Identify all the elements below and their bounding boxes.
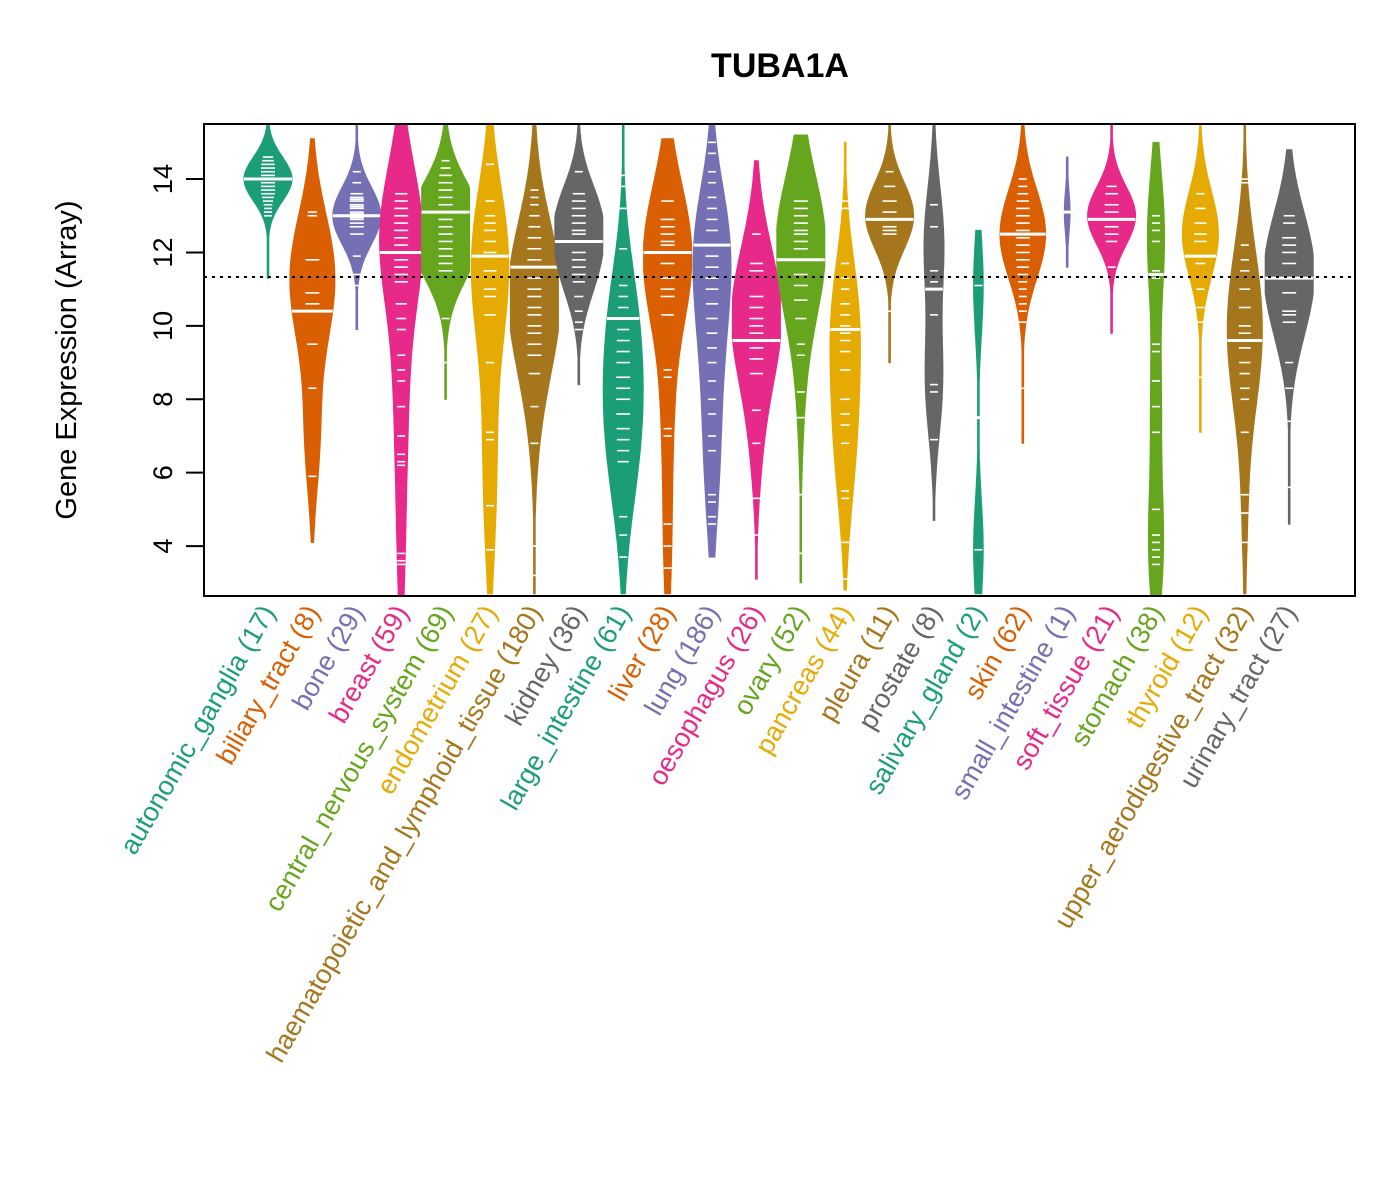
violin-body	[1087, 123, 1137, 334]
chart-title: TUBA1A	[711, 47, 849, 85]
y-axis-label: Gene Expression (Array)	[51, 200, 83, 519]
y-tick-label: 8	[148, 392, 178, 407]
violin-body	[1146, 141, 1166, 597]
violin-oesophagus	[731, 160, 781, 580]
y-tick-label: 14	[148, 164, 178, 194]
violin-stomach	[1146, 141, 1166, 597]
violin-body	[999, 123, 1047, 444]
violin-ovary	[776, 134, 826, 584]
y-tick-label: 6	[148, 465, 178, 480]
violin-body	[865, 123, 915, 364]
violins-layer	[243, 123, 1314, 597]
violin-body	[692, 123, 732, 558]
violin-urinary-tract	[1264, 149, 1314, 525]
violin-endometrium	[470, 123, 510, 595]
violin-prostate	[923, 123, 945, 521]
violin-skin	[999, 123, 1047, 444]
violin-breast	[379, 123, 424, 597]
violin-lung	[692, 123, 732, 558]
violin-body	[470, 123, 510, 595]
violin-upper-aerodigestive-tract	[1226, 123, 1263, 595]
violin-small-intestine	[1062, 156, 1073, 268]
violin-body	[731, 160, 781, 580]
violin-body	[776, 134, 826, 584]
plot-frame	[203, 123, 1356, 597]
violin-biliary-tract	[289, 138, 336, 543]
violin-body	[289, 138, 336, 543]
violin-pancreas	[829, 141, 861, 591]
violin-body	[829, 141, 861, 591]
violin-pleura	[865, 123, 915, 364]
violin-liver	[643, 138, 693, 595]
violin-haematopoietic-and-lymphoid-tissue	[509, 123, 559, 595]
y-tick-label: 10	[148, 311, 178, 341]
violin-body	[421, 123, 471, 400]
violin-body	[554, 123, 604, 386]
violin-bone	[332, 123, 382, 330]
violin-body	[602, 123, 644, 595]
violin-body	[923, 123, 945, 521]
y-tick-label: 4	[148, 539, 178, 554]
violin-body	[643, 138, 693, 595]
violin-central-nervous-system	[421, 123, 471, 400]
violin-large-intestine	[602, 123, 644, 595]
violin-body	[1226, 123, 1263, 595]
violin-body	[973, 229, 984, 595]
violin-soft-tissue	[1087, 123, 1137, 334]
violin-autonomic-ganglia	[243, 123, 293, 279]
violin-body	[379, 123, 424, 597]
violin-salivary-gland	[973, 229, 984, 595]
violin-body	[1181, 123, 1219, 433]
y-axis: 4 6 8 10 12 14	[148, 164, 204, 554]
violin-body	[1264, 149, 1314, 525]
x-axis-labels: autonomic_ganglia (17)biliary_tract (8)b…	[114, 600, 1302, 1067]
violin-body	[509, 123, 559, 595]
violin-thyroid	[1181, 123, 1219, 433]
y-tick-label: 12	[148, 237, 178, 267]
violin-kidney	[554, 123, 604, 386]
